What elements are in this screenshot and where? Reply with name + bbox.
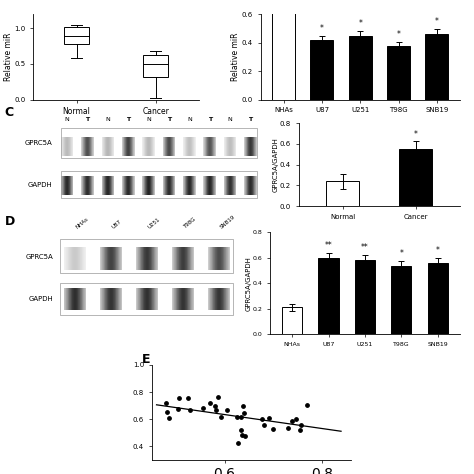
Bar [143, 55, 168, 77]
Bar [349, 36, 372, 100]
Point [260, 421, 268, 428]
Point [269, 425, 276, 433]
Point [199, 404, 207, 412]
Bar [61, 239, 233, 273]
Point [238, 431, 246, 439]
Text: N: N [64, 117, 70, 122]
Point [240, 409, 248, 416]
Text: GAPDH: GAPDH [28, 182, 53, 188]
Text: *: * [358, 19, 362, 28]
Point [258, 415, 266, 423]
Bar [399, 149, 432, 206]
Text: U251: U251 [147, 217, 161, 230]
Point [186, 406, 193, 413]
Bar [61, 283, 233, 315]
Text: E: E [142, 353, 151, 365]
Text: T: T [167, 117, 171, 122]
Text: *: * [436, 246, 440, 255]
Text: T: T [126, 117, 130, 122]
Bar [387, 46, 410, 100]
Text: T: T [248, 117, 253, 122]
Point [214, 393, 222, 401]
Point [297, 427, 304, 434]
Text: U87: U87 [111, 219, 123, 230]
Text: *: * [400, 249, 403, 258]
Y-axis label: GPRC5A/GAPDH: GPRC5A/GAPDH [245, 256, 251, 310]
Point [237, 426, 245, 434]
Text: T98G: T98G [183, 217, 197, 230]
Text: N: N [146, 117, 151, 122]
Point [303, 401, 311, 409]
Bar [326, 182, 359, 206]
Text: **: ** [361, 243, 369, 252]
Y-axis label: GPRC5A/GAPDH: GPRC5A/GAPDH [273, 137, 278, 192]
Point [289, 417, 296, 425]
Bar [428, 264, 448, 334]
Y-axis label: Relative miR: Relative miR [231, 33, 240, 81]
Point [164, 408, 171, 415]
Point [224, 406, 231, 414]
Text: N: N [187, 117, 192, 122]
Point [207, 400, 214, 407]
Point [174, 405, 182, 412]
Point [175, 394, 183, 402]
Bar [61, 128, 256, 158]
Text: GPRC5A: GPRC5A [25, 140, 53, 146]
Point [265, 415, 273, 422]
Bar [282, 308, 302, 334]
Point [233, 413, 240, 420]
Point [163, 399, 170, 407]
Point [237, 413, 245, 421]
Point [184, 394, 192, 402]
Text: N: N [228, 117, 233, 122]
Point [239, 402, 247, 410]
Point [297, 421, 305, 428]
Text: **: ** [325, 241, 332, 250]
Y-axis label: Relative miR: Relative miR [4, 33, 13, 81]
Text: *: * [435, 18, 439, 27]
Bar [355, 260, 375, 334]
Bar [392, 266, 411, 334]
Bar [61, 172, 256, 198]
Text: T: T [208, 117, 212, 122]
Text: T: T [85, 117, 90, 122]
Text: GPRC5A: GPRC5A [26, 254, 53, 260]
Bar [64, 27, 89, 44]
Point [212, 406, 220, 414]
Text: C: C [5, 106, 14, 119]
Text: D: D [5, 215, 15, 228]
Point [241, 432, 249, 439]
Bar [310, 40, 333, 100]
Point [292, 415, 300, 423]
Point [235, 439, 242, 447]
Text: SNB19: SNB19 [219, 214, 236, 230]
Bar [272, 0, 295, 100]
Point [212, 402, 219, 410]
Text: GAPDH: GAPDH [28, 296, 53, 302]
Text: NHAs: NHAs [75, 217, 90, 230]
Text: N: N [105, 117, 110, 122]
Bar [319, 258, 338, 334]
Point [165, 414, 173, 422]
Bar [425, 34, 448, 100]
Point [284, 424, 292, 432]
Text: *: * [414, 130, 418, 139]
Text: *: * [397, 30, 401, 39]
Text: *: * [320, 24, 324, 33]
Point [218, 413, 225, 420]
